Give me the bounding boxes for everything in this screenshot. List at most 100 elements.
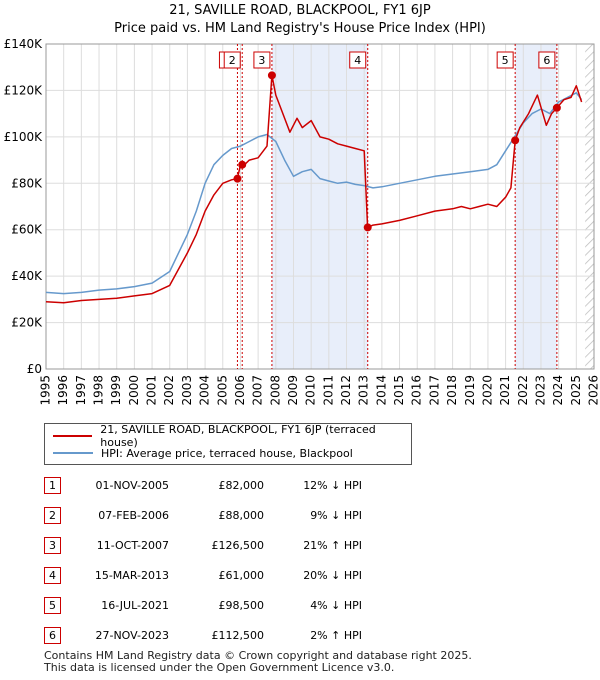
sale-point (552, 103, 561, 112)
x-tick-label: 2024 (551, 375, 565, 406)
footer-line-2: This data is licensed under the Open Gov… (44, 661, 395, 674)
x-tick-label: 2009 (286, 375, 300, 406)
x-tick-label: 1996 (56, 375, 70, 406)
x-tick-label: 2003 (180, 375, 194, 406)
x-tick-label: 2002 (162, 375, 176, 406)
legend-item-property: 21, SAVILLE ROAD, BLACKPOOL, FY1 6JP (te… (53, 423, 411, 449)
hpi-line (45, 92, 583, 295)
y-tick-label: £60K (11, 223, 43, 237)
y-tick-label: £140K (4, 37, 44, 51)
sale-date: 01-NOV-2005 (95, 478, 169, 492)
x-tick-label: 2000 (127, 375, 141, 406)
y-tick-label: £20K (11, 316, 43, 330)
chart-grid (45, 43, 595, 370)
sale-point (511, 136, 520, 145)
sale-number-box (538, 51, 556, 69)
sale-number-badge: 6 (44, 626, 61, 644)
chart-legend: 21, SAVILLE ROAD, BLACKPOOL, FY1 6JP (te… (44, 423, 412, 465)
x-tick-label: 1997 (74, 375, 88, 406)
y-tick-label: £100K (4, 130, 44, 144)
x-tick-label: 2008 (268, 375, 282, 406)
x-tick-label: 2014 (374, 375, 388, 406)
y-axis-labels: £0 £20K £40K £60K £80K £100K £120K £140K (4, 37, 44, 376)
legend-item-hpi: HPI: Average price, terraced house, Blac… (53, 445, 353, 461)
table-row: 6 27-NOV-2023 £112,500 2% ↑ HPI (44, 620, 362, 650)
footer-attribution: Contains HM Land Registry data © Crown c… (44, 650, 472, 674)
sale-price: £126,500 (211, 538, 265, 552)
sale-date: 07-FEB-2006 (98, 508, 169, 522)
sale-number-label: 4 (354, 54, 361, 67)
y-tick-label: £120K (4, 83, 44, 97)
x-tick-label: 2007 (251, 375, 265, 406)
sale-date: 15-MAR-2013 (94, 568, 169, 582)
legend-label-hpi: HPI: Average price, terraced house, Blac… (101, 446, 353, 460)
x-tick-label: 2023 (533, 375, 547, 406)
forecast-hatch (585, 44, 594, 369)
sale-number-label: 2 (229, 54, 236, 67)
sale-number-box (496, 51, 514, 69)
x-tick-label: 2012 (339, 375, 353, 406)
sale-date: 27-NOV-2023 (95, 628, 169, 642)
x-tick-label: 2022 (516, 375, 530, 406)
x-tick-label: 2020 (480, 375, 494, 406)
sale-hpi-diff: 2% ↑ HPI (310, 628, 362, 642)
sale-period-shading (271, 44, 594, 369)
x-tick-label: 1998 (92, 375, 106, 406)
x-tick-label: 2017 (427, 375, 441, 406)
chart-subtitle: Price paid vs. HM Land Registry's House … (114, 21, 486, 36)
sale-number-label: 6 (543, 54, 550, 67)
sale-number-boxes: 123456 (218, 51, 556, 69)
sale-number-box (253, 51, 271, 69)
table-row: 5 16-JUL-2021 £98,500 4% ↓ HPI (44, 590, 362, 620)
y-tick-label: £40K (11, 269, 43, 283)
x-tick-label: 2018 (445, 375, 459, 406)
x-tick-label: 2001 (145, 375, 159, 406)
x-axis-labels: 1995 1996 1997 1998 1999 2000 2001 2002 2003 2004… (39, 375, 600, 406)
table-row: 4 15-MAR-2013 £61,000 20% ↓ HPI (44, 560, 362, 590)
sale-number-badge: 4 (44, 566, 61, 584)
sale-date: 16-JUL-2021 (101, 598, 169, 612)
legend-swatch-hpi (53, 452, 93, 454)
price-chart: £0£20K£40K£60K£80K£100K£120K£140K 1995 19… (4, 37, 600, 406)
plot-frame (45, 43, 595, 370)
sale-number-label: 5 (502, 54, 509, 67)
sale-hpi-diff: 12% ↓ HPI (303, 478, 362, 492)
x-tick-label: 2011 (321, 375, 335, 406)
sale-hpi-diff: 21% ↑ HPI (303, 538, 362, 552)
legend-swatch-property (53, 435, 93, 437)
x-tick-label: 2004 (198, 375, 212, 406)
table-row: 1 01-NOV-2005 £82,000 12% ↓ HPI (44, 470, 362, 500)
x-tick-label: 2013 (357, 375, 371, 406)
x-tick-label: 2010 (304, 375, 318, 406)
x-tick-label: 2015 (392, 375, 406, 406)
sale-number-box (349, 51, 367, 69)
x-tick-label: 2021 (498, 375, 512, 406)
sale-points (233, 71, 561, 232)
table-row: 3 11-OCT-2007 £126,500 21% ↑ HPI (44, 530, 362, 560)
x-tick-label: 1999 (109, 375, 123, 406)
sale-point (233, 174, 242, 183)
x-tick-label: 2016 (410, 375, 424, 406)
series-lines (45, 74, 583, 304)
table-row: 2 07-FEB-2006 £88,000 9% ↓ HPI (44, 500, 362, 530)
sale-number-box (223, 51, 241, 69)
chart-title: 21, SAVILLE ROAD, BLACKPOOL, FY1 6JP (169, 3, 431, 18)
sale-price: £98,500 (218, 598, 265, 612)
y-tick-label: £80K (11, 176, 43, 190)
sale-price: £82,000 (218, 478, 265, 492)
sale-price: £88,000 (218, 508, 265, 522)
sale-point (363, 223, 372, 232)
shaded-period (271, 44, 368, 369)
sale-number-badge: 5 (44, 596, 61, 614)
property-price-line (45, 74, 583, 304)
x-tick-label: 2026 (587, 375, 600, 406)
sale-point (238, 160, 247, 169)
sale-number-badge: 3 (44, 536, 61, 554)
x-tick-label: 2005 (215, 375, 229, 406)
footer-line-1: Contains HM Land Registry data © Crown c… (44, 649, 472, 662)
sale-hpi-diff: 9% ↓ HPI (310, 508, 362, 522)
transactions-table: 1 01-NOV-2005 £82,000 12% ↓ HPI 2 07-FEB… (44, 470, 362, 650)
sale-price: £61,000 (218, 568, 265, 582)
sale-hpi-diff: 20% ↓ HPI (303, 568, 362, 582)
sale-number-badge: 1 (44, 476, 61, 494)
